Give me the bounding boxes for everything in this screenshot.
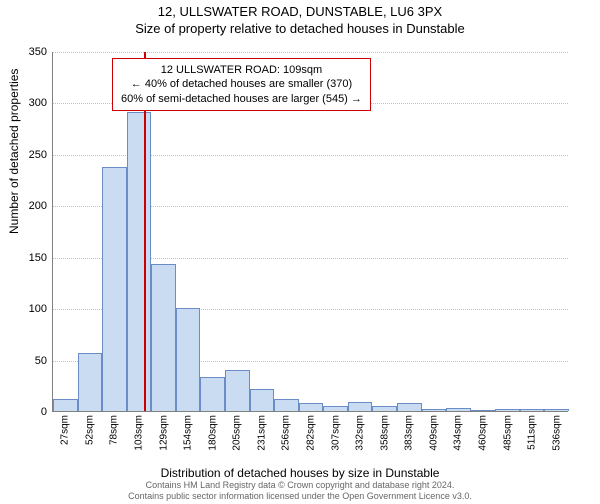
histogram-bar — [53, 399, 78, 411]
x-tick-label: 180sqm — [207, 415, 218, 451]
histogram-bar — [372, 406, 397, 411]
y-tick-label: 250 — [29, 149, 53, 161]
x-tick-label: 256sqm — [281, 415, 292, 451]
histogram-bar — [544, 409, 569, 411]
histogram-bar — [151, 264, 176, 411]
y-tick-label: 50 — [35, 355, 53, 367]
y-axis-label: Number of detached properties — [7, 69, 21, 234]
grid-line — [53, 52, 568, 53]
annotation-line-1: 12 ULLSWATER ROAD: 109sqm — [121, 63, 362, 77]
histogram-bar — [299, 403, 324, 411]
chart-title-sub: Size of property relative to detached ho… — [0, 21, 600, 36]
footer-line-1: Contains HM Land Registry data © Crown c… — [0, 480, 600, 491]
y-tick-label: 0 — [41, 406, 53, 418]
x-tick-label: 383sqm — [404, 415, 415, 451]
x-tick-label: 307sqm — [330, 415, 341, 451]
histogram-bar — [495, 409, 520, 411]
x-tick-label: 511sqm — [527, 415, 538, 450]
x-tick-label: 460sqm — [478, 415, 489, 451]
x-tick-label: 231sqm — [256, 415, 267, 451]
x-tick-label: 409sqm — [428, 415, 439, 451]
histogram-bar — [471, 410, 496, 411]
x-tick-label: 485sqm — [502, 415, 513, 451]
x-axis-label: Distribution of detached houses by size … — [0, 466, 600, 480]
annotation-line-2: ← 40% of detached houses are smaller (37… — [121, 77, 362, 91]
histogram-bar — [200, 377, 225, 411]
histogram-bar — [274, 399, 299, 411]
y-tick-label: 350 — [29, 46, 53, 58]
histogram-bar — [446, 408, 471, 411]
histogram-bar — [250, 389, 275, 411]
x-tick-label: 434sqm — [453, 415, 464, 451]
histogram-bar — [348, 402, 373, 411]
footer-line-2: Contains public sector information licen… — [0, 491, 600, 502]
y-tick-label: 300 — [29, 97, 53, 109]
y-tick-label: 150 — [29, 252, 53, 264]
x-tick-label: 154sqm — [183, 415, 194, 451]
x-tick-label: 103sqm — [134, 415, 145, 451]
histogram-bar — [127, 112, 152, 411]
x-tick-label: 205sqm — [232, 415, 243, 451]
footer-attribution: Contains HM Land Registry data © Crown c… — [0, 480, 600, 502]
y-tick-label: 200 — [29, 200, 53, 212]
histogram-bar — [78, 353, 103, 411]
x-tick-label: 27sqm — [60, 415, 71, 445]
histogram-bar — [422, 409, 447, 411]
histogram-bar — [225, 370, 250, 411]
x-tick-label: 358sqm — [379, 415, 390, 451]
chart-title-main: 12, ULLSWATER ROAD, DUNSTABLE, LU6 3PX — [0, 4, 600, 19]
histogram-bar — [520, 409, 545, 411]
histogram-bar — [323, 406, 348, 411]
y-tick-label: 100 — [29, 303, 53, 315]
annotation-box: 12 ULLSWATER ROAD: 109sqm ← 40% of detac… — [112, 58, 371, 111]
x-tick-label: 129sqm — [158, 415, 169, 451]
x-tick-label: 536sqm — [551, 415, 562, 451]
x-tick-label: 282sqm — [306, 415, 317, 451]
histogram-bar — [102, 167, 127, 411]
x-tick-label: 332sqm — [355, 415, 366, 451]
histogram-bar — [176, 308, 201, 411]
x-tick-label: 78sqm — [109, 415, 120, 445]
chart-plot-area: 05010015020025030035027sqm52sqm78sqm103s… — [52, 52, 568, 412]
histogram-bar — [397, 403, 422, 411]
annotation-line-3: 60% of semi-detached houses are larger (… — [121, 92, 362, 106]
x-tick-label: 52sqm — [84, 415, 95, 445]
